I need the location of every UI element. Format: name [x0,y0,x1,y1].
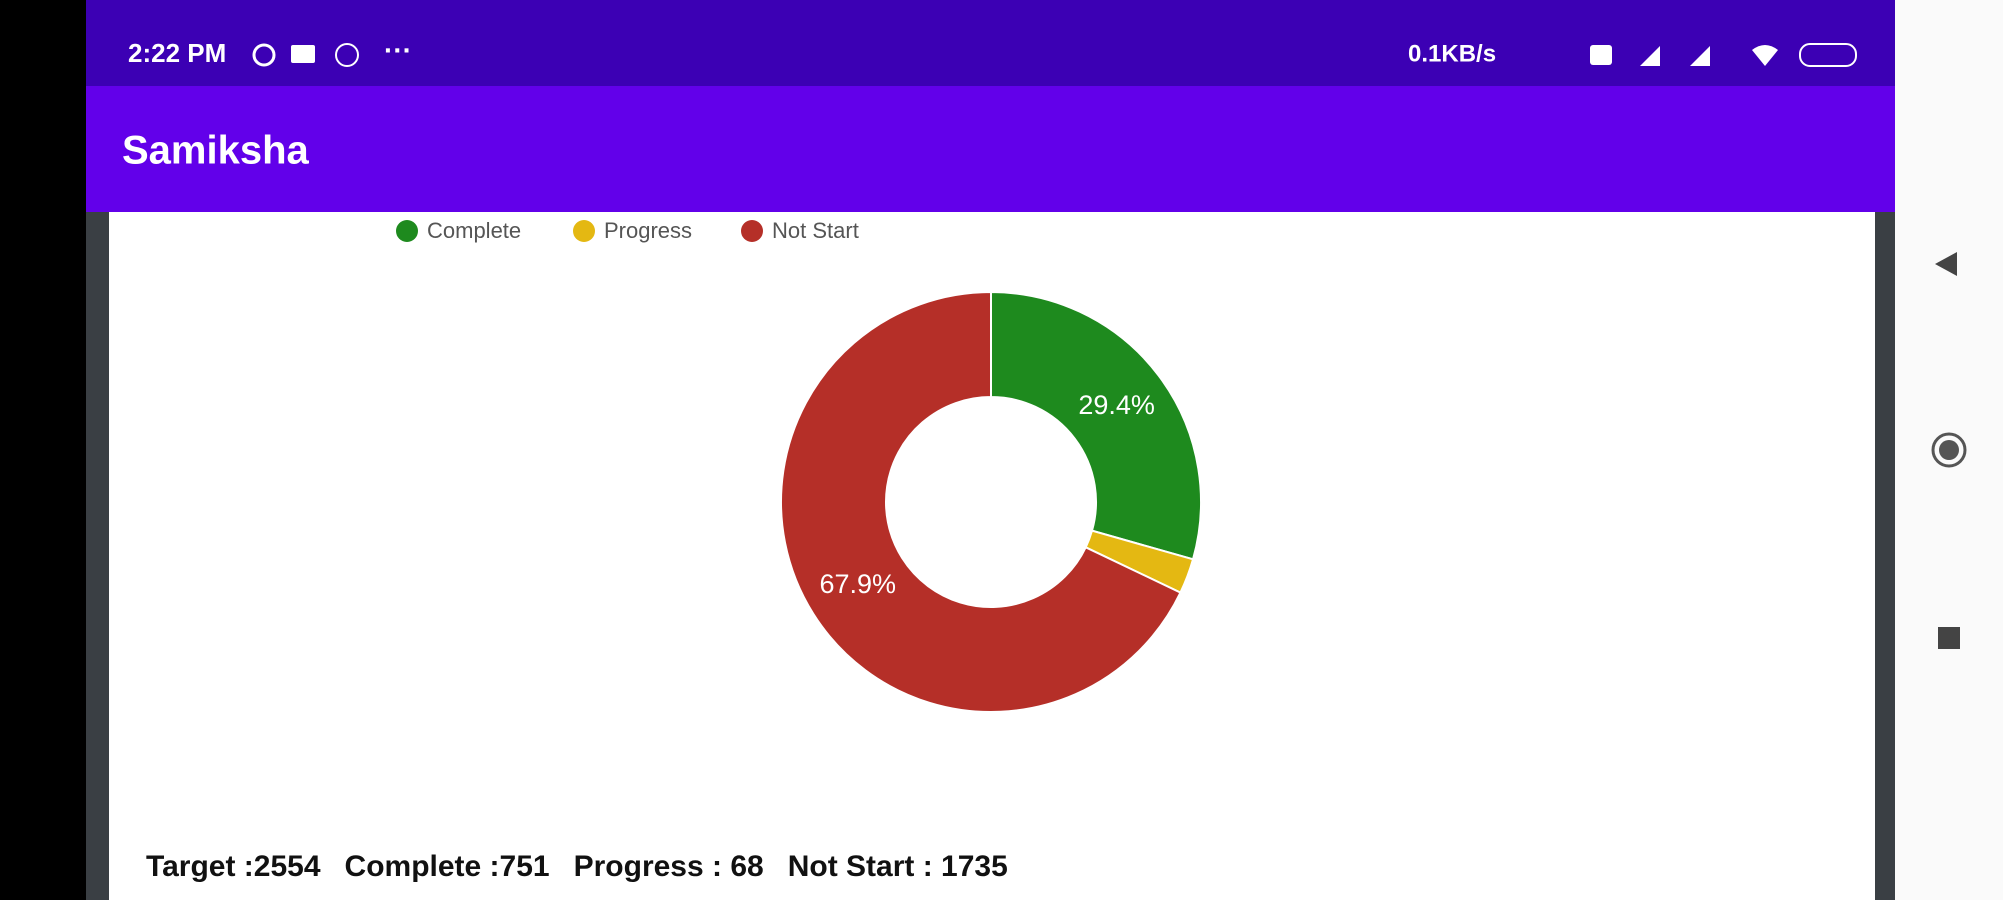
donut-chart: Complete Progress Not Start 29.4% 67.9% [396,218,1203,713]
summary-item: Progress : 68 [574,850,764,883]
status-bar [86,0,1895,86]
status-time: 2:22 PM [128,38,226,68]
donut-segment [780,290,1182,713]
back-button[interactable] [1935,252,1957,276]
summary-text: Target :2554 Complete :751 Progress : 68 No… [146,850,1008,883]
summary-item: Not Start : 1735 [788,850,1008,883]
status-icon [291,45,315,63]
home-button-dot [1939,440,1959,460]
recents-button[interactable] [1938,627,1960,649]
legend-swatch [396,220,418,242]
status-more: ··· [384,34,412,65]
status-icon [335,43,359,67]
left-edge [0,0,86,900]
donut-segment [990,290,1203,561]
status-icon [252,43,276,67]
status-icons [1590,43,1857,67]
summary-item: Target :2554 [146,850,321,883]
summary-item: Complete :751 [345,850,550,883]
status-speed: 0.1KB/s [1408,40,1496,67]
legend-label: Progress [604,218,692,243]
legend-swatch [741,220,763,242]
app-bar [86,86,1895,212]
slice-label: 29.4% [1078,390,1155,420]
slice-label: 67.9% [819,569,896,599]
legend-label: Not Start [772,218,859,243]
summary: Target :2554 Complete :751 Progress : 68 No… [146,850,1008,883]
app-title: Samiksha [122,129,310,173]
home-button[interactable] [1931,432,1967,468]
legend-swatch [573,220,595,242]
legend-label: Complete [427,218,521,243]
